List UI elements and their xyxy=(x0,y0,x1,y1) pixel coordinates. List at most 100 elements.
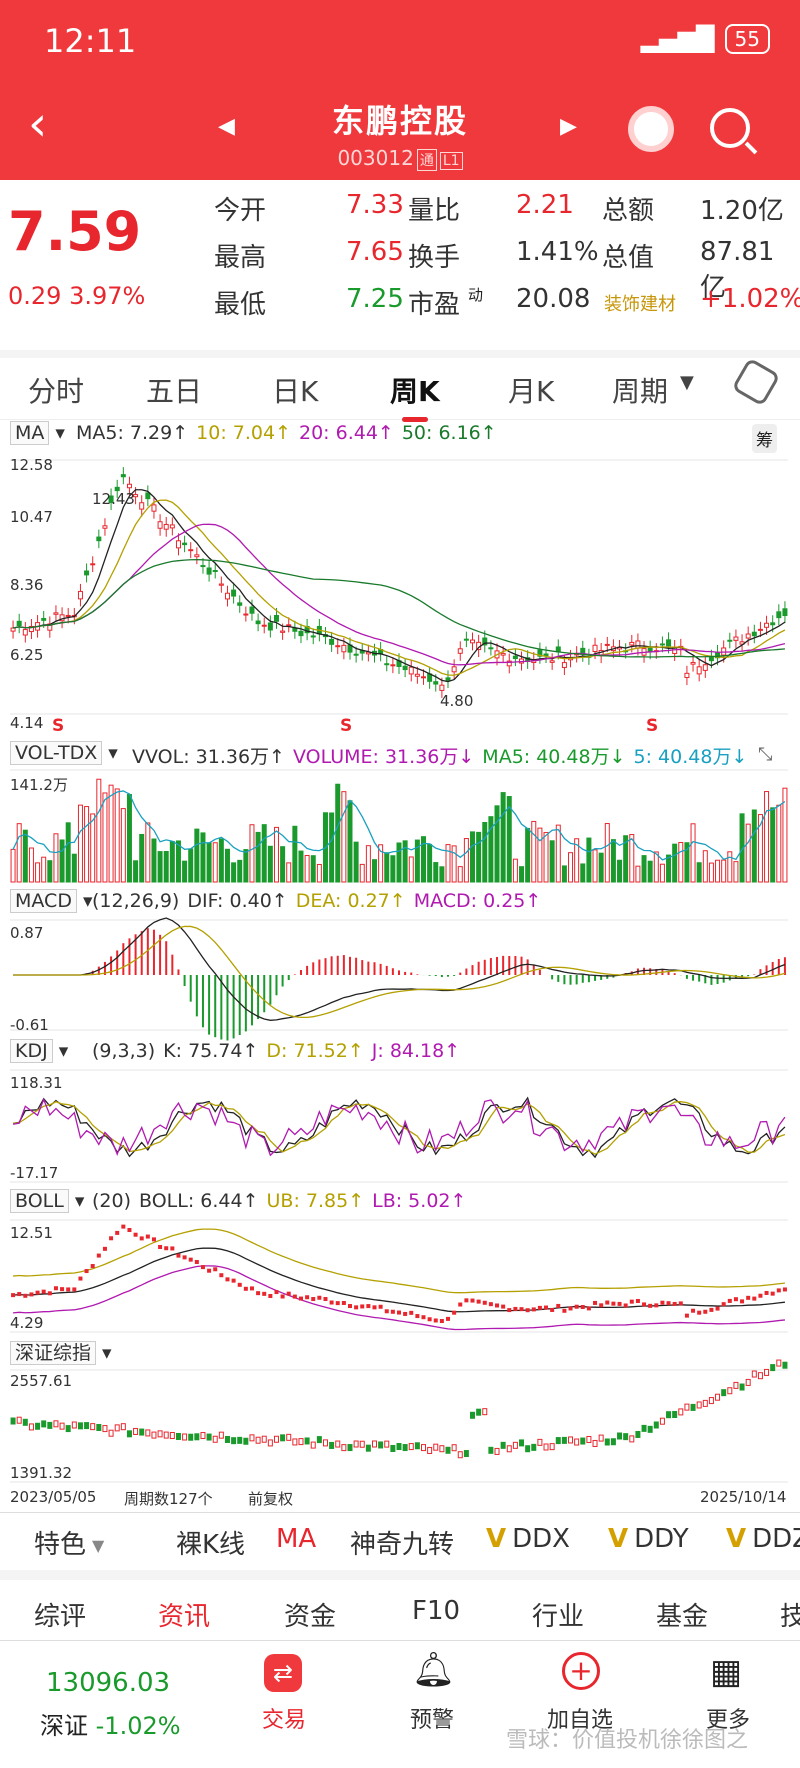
volume-bar xyxy=(574,838,580,883)
index-value[interactable]: 13096.03 xyxy=(46,1668,171,1698)
kline-chart-area[interactable] xyxy=(0,420,800,1510)
candle-body xyxy=(310,635,316,638)
candle-body xyxy=(764,622,770,628)
index-candle xyxy=(598,1434,604,1442)
tab-5[interactable]: 周期 xyxy=(612,375,669,408)
boll-candle xyxy=(715,1306,720,1311)
toolbar-item-4[interactable]: V DDX xyxy=(486,1524,570,1554)
toolbar-item-2[interactable]: MA xyxy=(276,1524,316,1554)
ind-box-ma[interactable]: MA xyxy=(10,421,50,445)
nav-item-0[interactable]: 交易 xyxy=(261,1708,306,1733)
volume-bar xyxy=(764,791,770,883)
footer-tab-4[interactable]: 行业 xyxy=(532,1602,585,1632)
volume-bar xyxy=(316,863,322,883)
toolbar-item-1[interactable]: 裸K线 xyxy=(176,1524,245,1561)
volume-bar xyxy=(733,861,739,883)
footer-tab-3[interactable]: F10 xyxy=(412,1596,461,1626)
ind-box-macd[interactable]: MACD xyxy=(10,889,77,913)
toolbar-item-6[interactable]: VDDZ xyxy=(726,1524,800,1554)
nav-item-2[interactable]: 加自选 xyxy=(546,1708,613,1733)
index-candle xyxy=(476,1408,482,1416)
index-candle xyxy=(451,1444,457,1452)
ind-box-vol[interactable]: VOL-TDX xyxy=(10,741,103,765)
volume-bar xyxy=(757,814,763,883)
volume-bar xyxy=(41,856,47,883)
trade-icon[interactable]: ⇄ xyxy=(264,1654,302,1692)
candle-body xyxy=(421,676,427,679)
signal-s-0: S xyxy=(52,716,65,736)
index-candle xyxy=(519,1439,525,1447)
ma10-line xyxy=(12,499,786,676)
nav-item-1[interactable]: 预警 xyxy=(409,1708,454,1733)
tab-3[interactable]: 周K xyxy=(390,370,440,422)
back-button[interactable]: ‹ xyxy=(28,96,48,152)
volume-bar xyxy=(365,845,371,883)
period-tabs: 分时 五日 日K 周K 月K 周期 xyxy=(0,350,800,422)
chevron-down-icon[interactable]: ▼ xyxy=(92,1536,105,1555)
tab-1[interactable]: 五日 xyxy=(146,375,203,408)
volume-bar xyxy=(408,856,414,883)
footer-tab-1[interactable]: 资讯 xyxy=(158,1602,211,1632)
volume-bar xyxy=(102,792,108,883)
search-icon[interactable] xyxy=(710,108,750,148)
ind-name-ma[interactable]: MA ▾ xyxy=(10,421,65,445)
candle-body xyxy=(457,648,463,654)
expand-icon[interactable]: ⤡ xyxy=(758,744,773,765)
boll-candle xyxy=(666,1301,671,1306)
candle-body xyxy=(267,622,273,631)
ind-name-vol[interactable]: VOL-TDX ▾ xyxy=(10,741,118,765)
toolbar-item-5[interactable]: V DDY xyxy=(608,1524,689,1554)
boll-candle xyxy=(580,1305,585,1310)
dropdown-arrow-icon: ▾ xyxy=(76,890,93,912)
pe-dynamic-label: 动 xyxy=(468,286,484,304)
volume-bar xyxy=(169,840,175,883)
ind-box-index[interactable]: 深证综指 xyxy=(10,1341,97,1365)
volume-bar xyxy=(519,866,525,883)
add-watch-icon[interactable]: + xyxy=(562,1652,600,1690)
more-icon[interactable]: ▦ xyxy=(710,1652,743,1692)
footer-tab-2[interactable]: 资金 xyxy=(284,1602,337,1632)
toolbar-item-0[interactable]: 特色 xyxy=(34,1524,86,1561)
boll-candle xyxy=(746,1295,751,1300)
ind-box-boll[interactable]: BOLL xyxy=(10,1189,69,1213)
footer-tab-6[interactable]: 技 xyxy=(780,1602,800,1632)
chip-distribution-button[interactable]: 筹 xyxy=(752,424,777,453)
tab-2[interactable]: 日K xyxy=(272,375,319,408)
ind-values-vol: VVOL: 31.36万↑ VOLUME: 31.36万↓ MA5: 40.48万↓… xyxy=(132,742,755,769)
chevron-down-icon[interactable]: ▼ xyxy=(680,372,694,393)
volume-bar xyxy=(610,839,616,883)
index-candle xyxy=(427,1446,433,1454)
candle-body xyxy=(629,641,635,646)
footer-tab-0[interactable]: 综评 xyxy=(34,1602,87,1632)
boll-candle xyxy=(776,1288,781,1293)
index-change: -1.02% xyxy=(95,1712,181,1740)
volume-bar xyxy=(163,850,169,883)
tab-0[interactable]: 分时 xyxy=(28,375,85,408)
volume-bar xyxy=(690,823,696,883)
ind-ma-t3: 20: 6.44↑ xyxy=(299,422,394,444)
boll-candle xyxy=(562,1308,567,1313)
index-candle xyxy=(35,1422,41,1430)
ind-name-kdj[interactable]: KDJ ▾ xyxy=(10,1039,68,1063)
ind-box-kdj[interactable]: KDJ xyxy=(10,1039,53,1063)
tab-4[interactable]: 月K xyxy=(508,375,555,408)
assistant-icon[interactable] xyxy=(628,106,674,152)
boll-candle xyxy=(133,1232,138,1237)
signal-s-1: S xyxy=(340,716,353,736)
quote-cell-0-1: 7.33 xyxy=(346,190,404,220)
kdj-ymax: 118.31 xyxy=(10,1074,63,1092)
boll-candle xyxy=(207,1268,212,1273)
bell-icon[interactable]: 🔔︎ xyxy=(412,1650,456,1690)
index-ymin: 1391.32 xyxy=(10,1464,73,1482)
ind-name-boll[interactable]: BOLL ▾ xyxy=(10,1189,84,1213)
ind-name-index[interactable]: 深证综指 ▾ xyxy=(10,1338,112,1365)
boll-candle xyxy=(764,1290,769,1295)
toolbar-item-3[interactable]: 神奇九转 xyxy=(350,1524,454,1561)
nav-item-3[interactable]: 更多 xyxy=(705,1708,750,1733)
prev-stock-button[interactable]: ◀ xyxy=(218,114,235,139)
footer-tab-5[interactable]: 基金 xyxy=(656,1602,709,1632)
ind-name-macd[interactable]: MACD ▾ xyxy=(10,889,93,913)
volume-bar xyxy=(586,837,592,883)
next-stock-button[interactable]: ▶ xyxy=(560,114,577,139)
boll-lb-line xyxy=(13,1265,786,1331)
